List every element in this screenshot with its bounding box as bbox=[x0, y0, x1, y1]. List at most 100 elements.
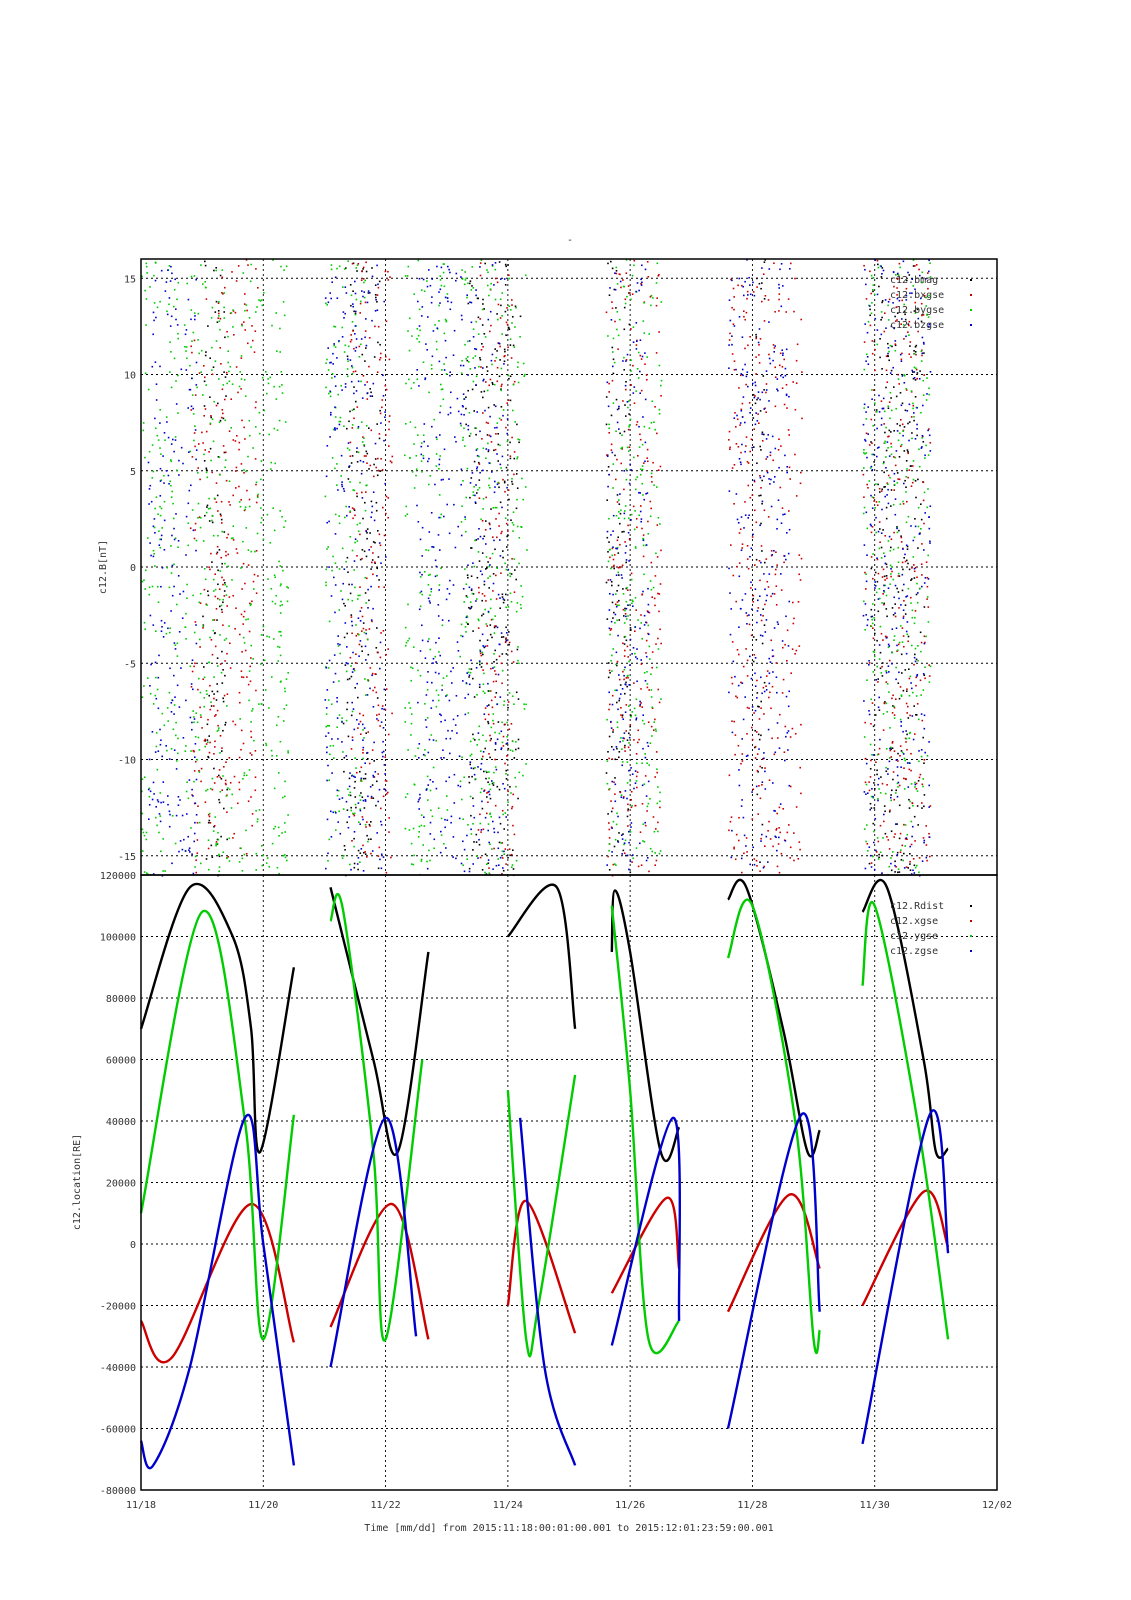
scatter-point bbox=[914, 480, 917, 482]
scatter-point bbox=[427, 549, 430, 552]
scatter-point bbox=[877, 678, 879, 680]
scatter-point bbox=[653, 721, 655, 723]
scatter-point bbox=[914, 351, 917, 353]
scatter-point bbox=[505, 626, 507, 629]
scatter-point bbox=[489, 575, 491, 578]
scatter-point bbox=[256, 818, 259, 820]
scatter-point bbox=[900, 536, 903, 539]
scatter-point bbox=[910, 752, 912, 755]
scatter-point bbox=[445, 356, 447, 359]
scatter-point bbox=[193, 832, 196, 835]
scatter-point bbox=[173, 305, 175, 308]
scatter-point bbox=[370, 852, 372, 855]
scatter-point bbox=[634, 804, 636, 807]
scatter-point bbox=[503, 787, 506, 790]
scatter-point bbox=[215, 714, 217, 716]
scatter-point bbox=[221, 789, 223, 791]
scatter-point bbox=[505, 778, 508, 780]
scatter-point bbox=[424, 719, 427, 721]
scatter-point bbox=[905, 388, 907, 390]
scatter-point bbox=[157, 513, 159, 515]
scatter-point bbox=[469, 763, 471, 766]
scatter-point bbox=[278, 560, 280, 563]
scatter-point bbox=[145, 831, 148, 834]
scatter-point bbox=[155, 816, 157, 819]
scatter-point bbox=[165, 281, 168, 283]
scatter-point bbox=[898, 697, 901, 700]
scatter-point bbox=[906, 733, 908, 736]
scatter-point bbox=[175, 814, 178, 817]
scatter-point bbox=[613, 565, 615, 568]
scatter-point bbox=[885, 506, 888, 509]
scatter-point bbox=[868, 444, 871, 446]
scatter-point bbox=[911, 481, 914, 484]
scatter-point bbox=[265, 744, 268, 747]
scatter-point bbox=[261, 376, 264, 379]
scatter-point bbox=[420, 590, 423, 593]
scatter-point bbox=[212, 830, 215, 832]
scatter-point bbox=[190, 309, 193, 311]
scatter-point bbox=[613, 781, 615, 783]
scatter-point bbox=[160, 534, 163, 537]
scatter-point bbox=[897, 546, 899, 549]
scatter-point bbox=[618, 499, 620, 501]
scatter-point bbox=[659, 850, 662, 852]
scatter-point bbox=[430, 512, 433, 514]
scatter-point bbox=[607, 751, 609, 753]
scatter-point bbox=[502, 550, 504, 552]
scatter-point bbox=[451, 682, 453, 684]
scatter-point bbox=[628, 705, 630, 707]
scatter-point bbox=[429, 594, 431, 596]
scatter-point bbox=[239, 701, 241, 704]
scatter-point bbox=[907, 323, 910, 325]
scatter-point bbox=[440, 714, 442, 717]
scatter-point bbox=[789, 857, 791, 859]
scatter-point bbox=[613, 845, 616, 848]
scatter-point bbox=[362, 436, 364, 438]
scatter-point bbox=[222, 700, 225, 703]
scatter-point bbox=[510, 650, 513, 653]
scatter-point bbox=[619, 512, 622, 515]
scatter-point bbox=[277, 826, 280, 829]
scatter-point bbox=[517, 698, 520, 700]
scatter-point bbox=[445, 598, 448, 601]
scatter-point bbox=[365, 484, 367, 487]
scatter-point bbox=[246, 676, 248, 678]
scatter-point bbox=[167, 436, 170, 439]
scatter-point bbox=[746, 733, 748, 735]
scatter-point bbox=[146, 272, 148, 274]
scatter-point bbox=[657, 637, 659, 640]
scatter-point bbox=[479, 471, 481, 474]
scatter-point bbox=[916, 582, 918, 585]
scatter-point bbox=[221, 269, 224, 271]
scatter-point bbox=[921, 271, 924, 274]
scatter-point bbox=[910, 843, 913, 846]
scatter-point bbox=[373, 760, 375, 762]
scatter-point bbox=[883, 602, 885, 605]
scatter-point bbox=[480, 654, 483, 657]
scatter-point bbox=[443, 363, 445, 365]
scatter-point bbox=[359, 799, 362, 801]
scatter-point bbox=[919, 773, 922, 776]
scatter-point bbox=[659, 583, 662, 585]
scatter-point bbox=[255, 268, 257, 270]
scatter-point bbox=[287, 750, 289, 752]
scatter-point bbox=[424, 657, 427, 659]
scatter-point bbox=[874, 632, 876, 635]
scatter-point bbox=[507, 264, 509, 266]
scatter-point bbox=[154, 417, 156, 420]
scatter-point bbox=[457, 525, 459, 528]
scatter-point bbox=[627, 674, 629, 677]
scatter-point bbox=[474, 348, 476, 350]
scatter-point bbox=[777, 843, 780, 845]
scatter-point bbox=[406, 793, 409, 795]
scatter-point bbox=[647, 460, 649, 463]
scatter-point bbox=[478, 455, 480, 458]
scatter-point bbox=[615, 430, 617, 432]
scatter-point bbox=[355, 767, 357, 769]
scatter-point bbox=[431, 355, 434, 358]
scatter-point bbox=[345, 662, 348, 664]
scatter-point bbox=[426, 689, 429, 691]
scatter-point bbox=[916, 434, 918, 437]
scatter-point bbox=[791, 648, 794, 650]
